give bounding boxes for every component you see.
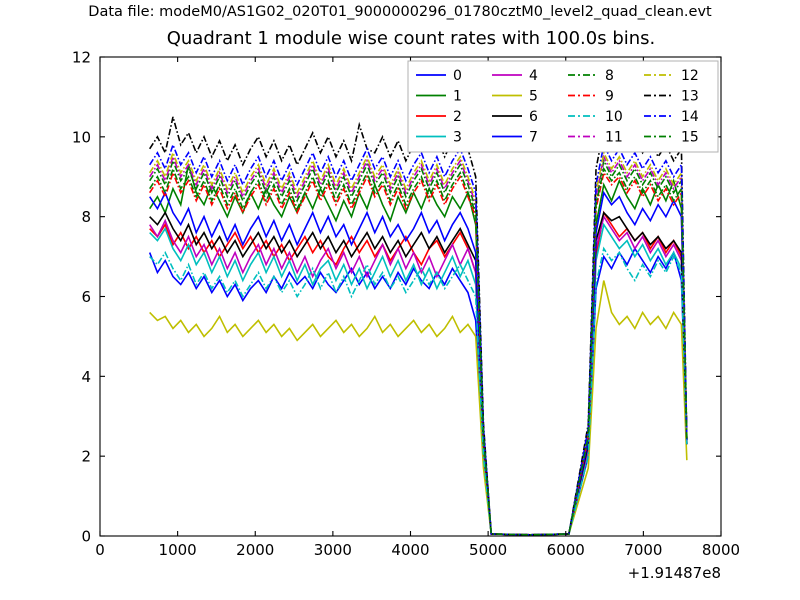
legend-label-2[interactable]: 2 [453, 109, 462, 125]
datafile-label: Data file: modeM0/AS1G02_020T01_90000002… [88, 4, 712, 20]
legend-label-7[interactable]: 7 [529, 130, 538, 146]
series-line-11 [149, 154, 688, 536]
x-tick-label: 2000 [236, 541, 274, 559]
y-tick-label: 12 [72, 49, 91, 67]
x-tick-label: 8000 [702, 541, 740, 559]
y-tick-label: 8 [81, 208, 91, 226]
y-tick-label: 2 [81, 448, 91, 466]
x-tick-label: 3000 [314, 541, 352, 559]
series-line-5 [149, 280, 688, 536]
legend-frame [407, 60, 719, 153]
x-tick-label: 0 [95, 541, 105, 559]
legend-label-0[interactable]: 0 [453, 68, 462, 84]
legend-label-3[interactable]: 3 [453, 130, 462, 146]
chart-title: Quadrant 1 module wise count rates with … [166, 28, 656, 49]
legend-label-6[interactable]: 6 [529, 109, 538, 125]
series-line-15 [149, 166, 688, 536]
series-line-13 [149, 116, 688, 536]
series-line-7 [149, 190, 688, 536]
series-line-12 [149, 150, 688, 536]
legend-label-15[interactable]: 15 [681, 130, 699, 146]
y-tick-label: 6 [81, 288, 91, 306]
series-line-3 [149, 222, 688, 536]
y-tick-label: 4 [81, 368, 91, 386]
series-line-10 [149, 246, 688, 536]
y-tick-label: 10 [72, 128, 91, 146]
x-tick-label: 7000 [624, 541, 662, 559]
legend-label-10[interactable]: 10 [605, 109, 623, 125]
y-tick-label: 0 [81, 528, 91, 546]
legend-label-8[interactable]: 8 [605, 68, 614, 84]
x-tick-label: 6000 [547, 541, 585, 559]
series-line-0 [148, 246, 688, 536]
series-line-14 [149, 142, 688, 536]
legend-label-1[interactable]: 1 [453, 89, 462, 105]
legend-label-4[interactable]: 4 [529, 68, 538, 84]
x-tick-label: 4000 [391, 541, 429, 559]
legend-label-5[interactable]: 5 [529, 89, 538, 105]
series-line-9 [149, 170, 688, 536]
series-layer [148, 116, 688, 536]
series-line-4 [149, 214, 688, 536]
legend-label-14[interactable]: 14 [681, 109, 699, 125]
x-tick-label: 1000 [159, 541, 197, 559]
legend-label-12[interactable]: 12 [681, 68, 699, 84]
series-line-8 [149, 158, 688, 536]
x-axis-offset-label: +1.91487e8 [628, 564, 721, 582]
legend-label-13[interactable]: 13 [681, 89, 699, 105]
x-tick-label: 5000 [469, 541, 507, 559]
legend-label-9[interactable]: 9 [605, 89, 614, 105]
series-line-6 [149, 211, 688, 536]
axis-ticks-layer: 0 1000 2000 3000 4000 5000 6000 7000 80000246810… [72, 49, 740, 583]
series-line-1 [149, 164, 688, 536]
legend-label-11[interactable]: 11 [605, 130, 623, 146]
